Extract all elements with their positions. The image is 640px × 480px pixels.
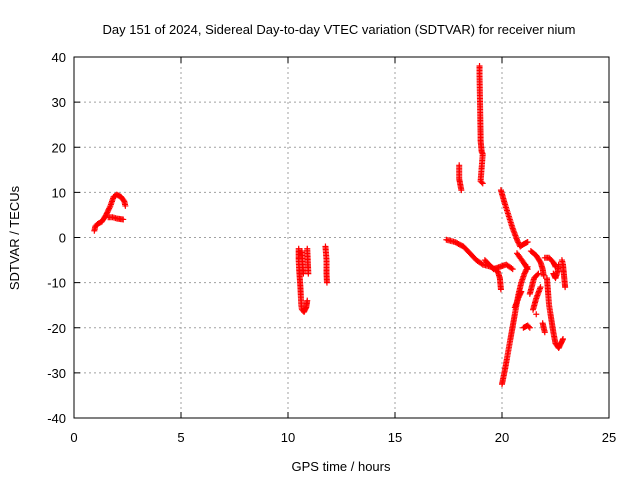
y-tick-label: 30	[52, 95, 66, 110]
data-point	[524, 266, 531, 273]
x-axis-label: GPS time / hours	[292, 459, 391, 474]
x-tick-label: 25	[602, 430, 616, 445]
y-axis-label: SDTVAR / TECUs	[7, 185, 22, 290]
data-point	[508, 265, 515, 272]
y-tick-label: -20	[47, 321, 66, 336]
data-point	[518, 288, 525, 295]
data-point	[525, 323, 532, 330]
data-point	[515, 239, 522, 246]
y-axis: -40 -30 -20 -10 0 10 20 30 40	[47, 50, 609, 426]
y-tick-label: 0	[59, 231, 66, 246]
data-point	[509, 266, 516, 273]
y-tick-label: -40	[47, 411, 66, 426]
data-point	[304, 297, 311, 304]
data-point	[534, 271, 541, 278]
data-point	[541, 329, 548, 336]
data-point	[522, 269, 529, 276]
data-point	[540, 272, 547, 279]
data-point	[323, 279, 330, 286]
data-point	[458, 187, 465, 194]
x-tick-label: 20	[495, 430, 509, 445]
data-point	[513, 236, 520, 243]
data-point	[122, 202, 129, 209]
x-tick-label: 10	[281, 430, 295, 445]
data-point	[106, 204, 113, 211]
data-point	[562, 284, 569, 291]
data-point	[521, 270, 528, 277]
chart-title: Day 151 of 2024, Sidereal Day-to-day VTE…	[102, 22, 575, 37]
x-tick-label: 5	[177, 430, 184, 445]
data-point	[526, 324, 533, 331]
data-point	[478, 260, 485, 267]
data-point	[523, 264, 530, 271]
data-point	[497, 286, 504, 293]
data-point	[120, 197, 127, 204]
data-point	[524, 239, 531, 246]
data-markers	[91, 63, 569, 388]
data-point	[305, 270, 312, 277]
data-point	[478, 179, 485, 186]
y-tick-label: 40	[52, 50, 66, 65]
data-point	[559, 336, 566, 343]
data-point	[479, 180, 486, 187]
data-point	[533, 311, 540, 318]
y-tick-label: 20	[52, 140, 66, 155]
x-tick-label: 0	[70, 430, 77, 445]
plot-frame	[73, 56, 610, 419]
data-point	[514, 238, 521, 245]
data-point	[535, 270, 542, 277]
x-tick-label: 15	[388, 430, 402, 445]
data-point	[537, 284, 544, 291]
data-point	[120, 216, 127, 223]
y-tick-label: 10	[52, 185, 66, 200]
grid	[74, 57, 609, 418]
y-tick-label: -10	[47, 276, 66, 291]
y-tick-label: -30	[47, 366, 66, 381]
